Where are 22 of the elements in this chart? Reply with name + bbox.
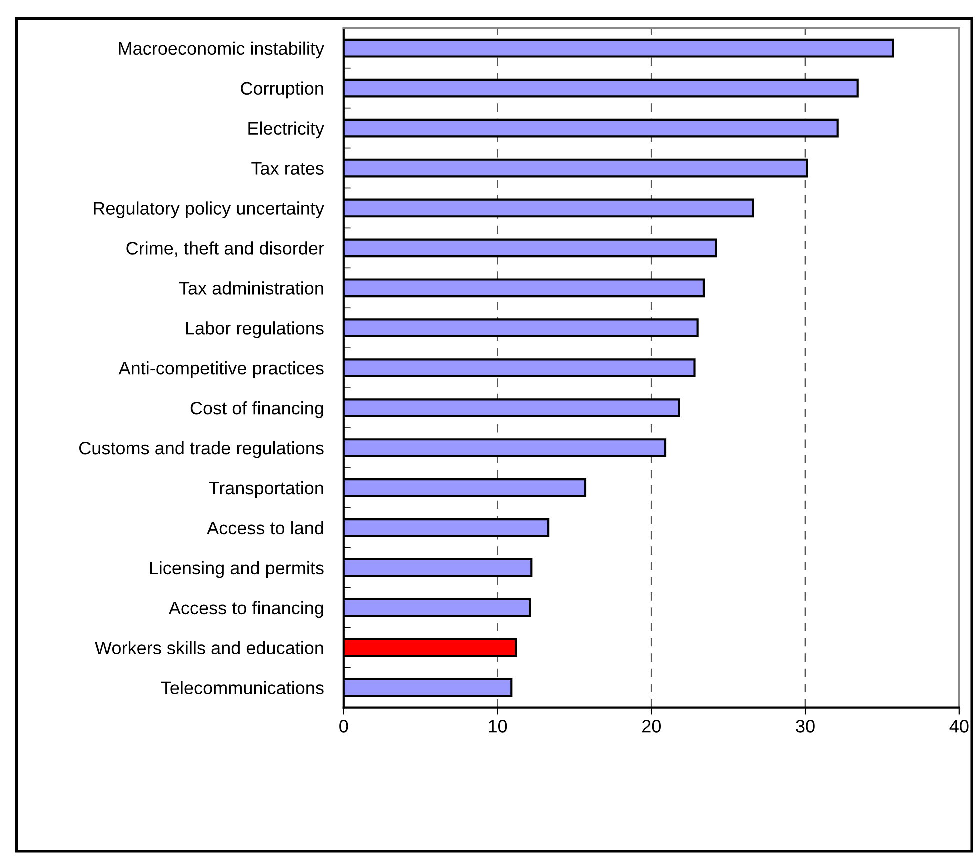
x-tick-label: 30 bbox=[796, 720, 815, 733]
y-tick-label: Labor regulations bbox=[186, 322, 324, 338]
y-tick-label: Macroeconomic instability bbox=[119, 42, 324, 59]
x-tick-label: 40 bbox=[950, 720, 969, 733]
y-tick-label: Transportation bbox=[209, 481, 324, 498]
y-tick-label: Tax rates bbox=[252, 162, 324, 175]
y-tick-label: Workers skills and education bbox=[95, 641, 324, 655]
y-tick-label: Tax administration bbox=[179, 282, 324, 295]
y-tick-label: Regulatory policy uncertainty bbox=[94, 202, 324, 219]
y-tick-label: Anti-competitive practices bbox=[118, 362, 324, 378]
x-tick-label: 20 bbox=[642, 720, 661, 733]
y-tick-label: Crime, theft and disorder bbox=[126, 242, 324, 258]
y-tick-label: Telecommunications bbox=[161, 681, 324, 695]
y-tick-label: Licensing and permits bbox=[150, 561, 324, 578]
y-tick-label: Corruption bbox=[241, 82, 324, 99]
y-tick-label: Customs and trade regulations bbox=[80, 441, 324, 458]
y-tick-label: Access to land bbox=[207, 521, 324, 535]
x-tick-label: 0 bbox=[340, 720, 348, 733]
y-tick-label: Cost of financing bbox=[190, 402, 324, 418]
y-tick-label: Access to financing bbox=[168, 601, 324, 618]
y-tick-label: Electricity bbox=[248, 122, 324, 139]
x-tick-label: 10 bbox=[489, 720, 508, 733]
